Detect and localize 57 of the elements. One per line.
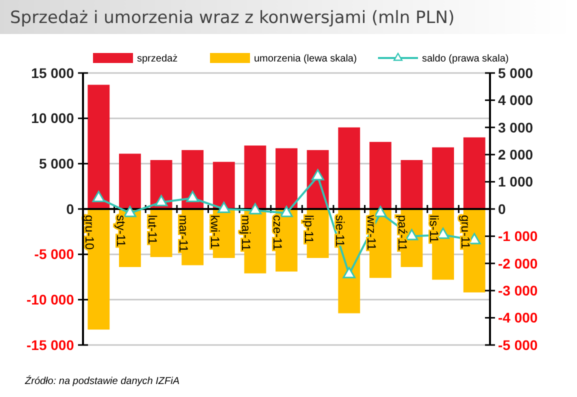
bar [338,127,360,209]
x-tick-label: lut-11 [145,215,160,244]
bar [119,154,141,209]
y2-tick-label: -4 000 [498,310,538,326]
y2-tick-label: 0 [498,200,506,217]
point [280,206,293,218]
text: Źródło: na podstawie danych IZFiA [24,375,180,387]
point [342,267,356,278]
point [186,190,199,202]
point [374,206,387,218]
bar [212,162,235,209]
y2-tick-label: -5 000 [498,336,538,353]
y2-tick-label: -2 000 [498,255,538,272]
y2-tick-label: 1 000 [498,174,534,190]
x-tick-label: gru-11 [458,215,472,250]
y2-tick-label: 3 000 [498,119,534,136]
y2-tick-label: -3 000 [498,282,538,298]
x-tick-label: gru-10 [82,215,97,250]
bar [463,137,486,209]
x-tick-label: lip-11 [302,215,316,244]
x-tick-label: wrz-11 [364,214,378,250]
point [154,194,168,206]
legend-label: sprzedaż [137,54,178,64]
y-tick-label: 15 000 [31,64,74,81]
y2-tick-label: -1 000 [498,228,538,244]
legend-label: saldo (prawa skala) [422,54,509,64]
y-tick-label: 10 000 [31,110,74,126]
x-tick-label: lis-11 [427,215,442,244]
x-tick-label: paź-11 [396,215,410,252]
y-tick-label: -5 000 [34,246,74,262]
point [124,206,136,218]
x-tick-label: mar-11 [176,215,191,252]
bar [244,146,266,209]
legend-label: umorzenia (lewa skala) [254,54,357,64]
bar [276,148,298,209]
point [311,169,324,180]
x-tick-label: sie-11 [333,215,348,248]
x-tick-label: sty-11 [114,215,128,248]
y-tick-label: 0 [66,200,74,217]
y2-tick-label: 4 000 [498,92,534,108]
bar [369,142,392,209]
x-tick-label: kwi-11 [208,215,222,250]
bar [432,147,454,209]
bar [400,160,423,209]
y2-tick-label: 5 000 [498,64,534,81]
point [218,202,230,214]
bar [182,150,204,209]
bar [88,84,110,209]
y-tick-label: 5 000 [38,156,74,172]
y-tick-label: -15 000 [26,336,74,353]
y2-tick-label: 2 000 [498,146,534,162]
chart-title: Sprzedaż i umorzenia wraz z konwersjami (mln PLN) [10,8,455,28]
y-tick-label: -10 000 [26,292,74,308]
point [248,203,262,214]
x-tick-label: cze-11 [270,215,284,250]
x-tick-label: maj-11 [239,215,254,252]
point [92,190,106,202]
